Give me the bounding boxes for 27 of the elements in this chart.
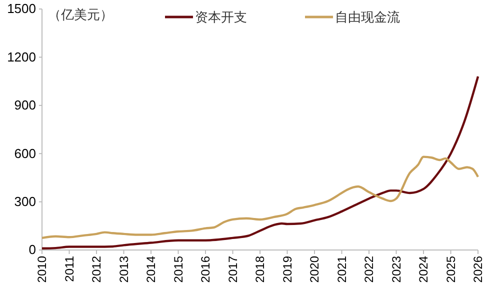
y-tick-label: 900	[14, 98, 36, 113]
y-tick-label: 1500	[7, 1, 36, 16]
x-tick-label: 2017	[226, 256, 240, 283]
x-tick-label: 2025	[444, 256, 458, 283]
line-series	[40, 156, 480, 240]
x-tick-label: 2010	[35, 256, 50, 283]
legend-label: 资本开支	[195, 10, 247, 25]
x-tick-label: 2012	[90, 256, 104, 283]
x-tick-label: 2024	[416, 256, 431, 283]
x-tick-label: 2014	[144, 256, 158, 283]
x-tick-label: 2018	[253, 256, 268, 283]
y-tick-label: 300	[14, 194, 36, 209]
legend-label: 自由现金流	[335, 10, 400, 25]
y-tick-label: 1200	[7, 49, 36, 64]
x-tick-label: 2013	[116, 256, 131, 283]
y-tick-label: 600	[14, 146, 36, 161]
x-tick-label: 2021	[334, 256, 349, 283]
y-axis-title: （亿美元）	[48, 7, 113, 22]
x-tick-label: 2011	[62, 256, 76, 282]
y-tick-label: 0	[28, 242, 36, 258]
x-tick-label: 2023	[389, 256, 404, 283]
x-tick-label: 2026	[471, 256, 486, 283]
x-tick-label: 2022	[362, 256, 376, 283]
x-tick-label: 2015	[171, 256, 186, 283]
x-tick-label: 2020	[308, 256, 322, 283]
x-tick-label: 2016	[198, 256, 213, 283]
x-tick-label: 2019	[280, 256, 294, 283]
